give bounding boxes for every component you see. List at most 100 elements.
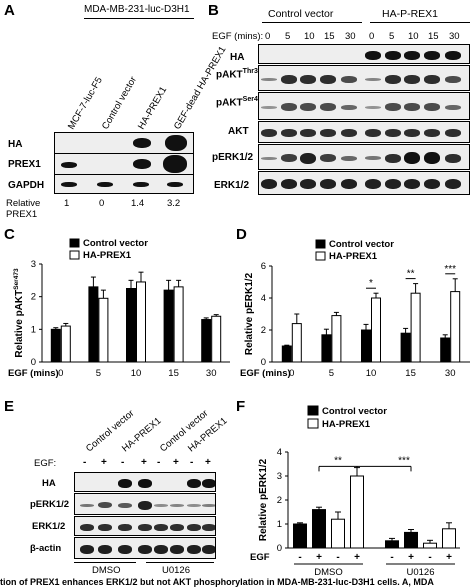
- blot-band: [300, 179, 316, 189]
- blot-band: [404, 129, 420, 137]
- blot-band: [118, 503, 132, 508]
- panel-b-time-label: 0: [265, 31, 271, 42]
- panel-e-egf-sign: -: [157, 457, 161, 468]
- bar: [136, 281, 146, 363]
- blot-band: [170, 545, 184, 554]
- legend-swatch: [69, 250, 80, 260]
- blot-band: [118, 524, 132, 531]
- y-axis-label: Relative pERK1/2: [244, 272, 255, 355]
- blot-band: [154, 545, 168, 554]
- egf-sign-label: -: [390, 552, 393, 563]
- panel-b-time-label: 10: [304, 31, 315, 42]
- blot-band: [341, 129, 357, 137]
- blot-band: [365, 51, 381, 60]
- panel-b-group-prex1: HA-P-REX1: [382, 8, 439, 20]
- egf-sign-label: +: [354, 552, 360, 563]
- bar: [361, 329, 371, 363]
- blot-band: [404, 75, 420, 84]
- panel-e-egf-sign: -: [83, 457, 87, 468]
- legend-swatch: [315, 239, 326, 249]
- blot-band: [98, 545, 112, 554]
- blot-band: [385, 179, 401, 189]
- panel-b-time-label: 5: [285, 31, 291, 42]
- blot-band: [445, 51, 461, 60]
- blot-band: [300, 75, 316, 84]
- panel-b-row-main: pAKT: [216, 97, 243, 109]
- egf-sign-label: -: [336, 552, 339, 563]
- panel-b-letter: B: [208, 2, 219, 19]
- blot-band: [61, 182, 77, 187]
- panel-e-egf-sign: +: [141, 457, 147, 468]
- bar: [173, 286, 184, 363]
- y-axis-label-main: Relative pAKT: [14, 290, 25, 358]
- panel-e-treatment-label: DMSO: [92, 565, 121, 576]
- y-tick-label: 2: [31, 292, 36, 303]
- blot-band: [424, 152, 440, 164]
- blot-band: [261, 106, 277, 109]
- panel-b-row-sup: Thr308: [242, 68, 266, 75]
- bar: [60, 325, 71, 363]
- panel-e-blot-row: [74, 516, 216, 536]
- blot-band: [261, 157, 277, 160]
- panel-b-row-main: HA: [230, 52, 245, 63]
- bar: [281, 345, 292, 363]
- blot-band: [281, 129, 297, 137]
- blot-band: [385, 129, 401, 137]
- blot-band: [385, 154, 401, 163]
- panel-b-blot-row: [258, 65, 470, 91]
- blot-band: [424, 179, 440, 189]
- panel-b-blot-row: [258, 92, 470, 120]
- panel-a-row-label-ha: HA: [8, 139, 23, 150]
- bar: [88, 286, 99, 363]
- panel-b-row-label: pAKTThr308: [216, 68, 266, 80]
- panel-b-time-label: 15: [324, 31, 335, 42]
- x-tick-label: 5: [329, 368, 334, 379]
- panel-b-row-label: ERK1/2: [214, 180, 249, 191]
- panel-a-relative-value: 1.4: [131, 198, 145, 209]
- y-tick-label: 1: [31, 324, 36, 335]
- panel-e-egf-sign: -: [190, 457, 194, 468]
- blot-band: [163, 155, 187, 173]
- y-axis-label: Relative pAKTSer473: [13, 268, 25, 358]
- y-tick-label: 6: [261, 261, 266, 272]
- panel-e-treatment-line: [74, 562, 136, 563]
- bar: [331, 315, 342, 363]
- x-tick-label: 15: [405, 368, 416, 379]
- x-axis-label: EGF (mins): [8, 368, 59, 379]
- panel-a-blot-gapdh: [54, 174, 194, 194]
- blot-band: [404, 152, 420, 164]
- x-tick-label: 30: [206, 368, 217, 379]
- panel-e-blot-row: [74, 472, 216, 492]
- y-axis-label: Relative pERK1/2: [258, 458, 269, 541]
- bar: [50, 328, 61, 363]
- blot-band: [320, 103, 336, 111]
- panel-b-row-label: AKT: [228, 126, 249, 137]
- blot-band: [187, 504, 201, 507]
- blot-band: [165, 135, 187, 151]
- blot-band: [261, 78, 277, 81]
- blot-band: [404, 51, 420, 60]
- panel-e-blot-row: [74, 493, 216, 515]
- panel-e-row-label: HA: [42, 478, 56, 489]
- panel-b-time-label: 5: [389, 31, 395, 42]
- blot-band: [445, 129, 461, 137]
- blot-band: [424, 75, 440, 84]
- panel-b-group-control: Control vector: [268, 8, 334, 20]
- panel-a-row-label-gapdh: GAPDH: [8, 180, 45, 191]
- blot-band: [202, 545, 215, 554]
- blot-band: [385, 103, 401, 111]
- legend-label: Control vector: [83, 238, 148, 249]
- blot-band: [300, 153, 316, 164]
- egf-sign-label: -: [298, 552, 301, 563]
- y-axis-label-sup: Ser473: [13, 268, 20, 290]
- blot-band: [424, 51, 440, 60]
- y-tick-label: 4: [277, 447, 282, 458]
- panel-a-letter: A: [4, 2, 15, 19]
- blot-band: [118, 545, 132, 554]
- significance-label: **: [334, 455, 342, 466]
- panel-b-row-main: pERK1/2: [212, 152, 254, 163]
- blot-band: [170, 524, 184, 531]
- panel-b-time-label: 30: [449, 31, 460, 42]
- y-tick-label: 3: [277, 471, 282, 482]
- blot-band: [281, 75, 297, 84]
